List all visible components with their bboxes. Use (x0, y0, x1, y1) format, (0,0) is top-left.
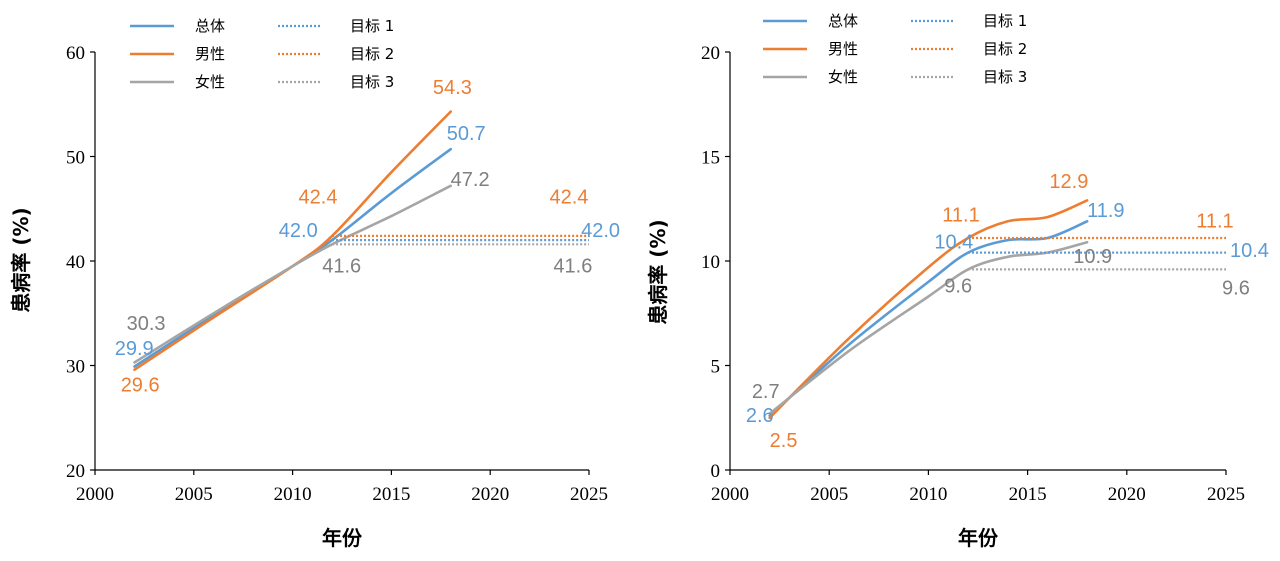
x-tick-label: 2025 (1207, 484, 1245, 505)
x-tick-label: 2005 (175, 484, 213, 505)
x-tick-label: 2010 (274, 484, 312, 505)
data-label: 29.6 (121, 375, 160, 397)
x-tick-label: 2010 (909, 484, 947, 505)
data-label: 41.6 (553, 255, 592, 277)
data-label: 47.2 (451, 169, 490, 191)
data-label: 50.7 (447, 123, 486, 145)
data-label: 11.1 (1196, 211, 1233, 233)
legend-label: 目标 1 (983, 12, 1027, 30)
data-label: 11.9 (1087, 200, 1124, 222)
y-tick-label: 15 (701, 148, 720, 169)
data-label: 42.0 (279, 220, 318, 242)
series-line-男性 (768, 199, 1089, 420)
data-label: 42.4 (549, 187, 588, 209)
data-label: 42.0 (581, 220, 620, 242)
y-tick-label: 20 (701, 43, 720, 64)
data-label: 41.6 (322, 255, 361, 277)
data-label: 2.7 (752, 381, 780, 403)
x-tick-label: 2015 (1009, 484, 1047, 505)
x-tick-label: 2005 (810, 484, 848, 505)
data-label: 10.4 (934, 231, 973, 253)
legend-label: 目标 2 (350, 45, 394, 63)
x-tick-label: 2020 (471, 484, 509, 505)
data-label: 54.3 (433, 77, 472, 99)
y-axis-title: 患病率 (%) (646, 219, 670, 324)
data-label: 11.1 (942, 204, 979, 226)
y-tick-label: 40 (66, 252, 85, 273)
y-tick-label: 10 (701, 252, 720, 273)
x-axis-title: 年份 (958, 526, 999, 550)
legend-label: 女性 (195, 73, 225, 91)
x-axis-title: 年份 (322, 526, 363, 550)
y-tick-label: 0 (711, 461, 721, 482)
x-tick-label: 2000 (76, 484, 114, 505)
chart-panel-1: 20 30 40 50 60 2000 2005 2010 2015 2020 2025 年份 患病率 … (9, 17, 620, 550)
legend-label: 男性 (195, 45, 225, 63)
data-label: 30.3 (127, 313, 166, 335)
data-label: 12.9 (1049, 171, 1088, 193)
x-tick-label: 2000 (711, 484, 749, 505)
legend-label: 男性 (828, 40, 858, 58)
y-tick-label: 20 (66, 461, 85, 482)
y-tick-label: 60 (66, 43, 85, 64)
legend-label: 总体 (828, 12, 858, 30)
x-tick-label: 2020 (1108, 484, 1146, 505)
series-line-女性 (133, 184, 452, 364)
y-tick-label: 5 (711, 357, 721, 378)
series-line-总体 (768, 220, 1089, 417)
legend-label: 目标 2 (983, 40, 1027, 58)
data-label: 10.9 (1073, 246, 1112, 268)
legend-label: 总体 (195, 17, 225, 35)
series-line-女性 (768, 240, 1089, 415)
y-tick-label: 30 (66, 357, 85, 378)
data-label: 2.5 (770, 430, 798, 452)
data-label: 2.6 (746, 405, 774, 427)
data-label: 10.4 (1230, 240, 1269, 262)
legend-label: 女性 (828, 68, 858, 86)
y-tick-label: 50 (66, 148, 85, 169)
data-label: 9.6 (1222, 277, 1250, 299)
x-tick-label: 2025 (570, 484, 608, 505)
series-line-男性 (133, 110, 452, 371)
data-label: 29.9 (115, 338, 154, 360)
legend-label: 目标 3 (350, 73, 394, 91)
legend-label: 目标 3 (983, 68, 1027, 86)
data-label: 42.4 (299, 187, 338, 209)
data-label: 9.6 (944, 275, 972, 297)
legend-label: 目标 1 (350, 17, 394, 35)
x-tick-label: 2015 (372, 484, 410, 505)
y-axis-title: 患病率 (%) (9, 207, 33, 312)
chart-panel-2: 0 5 10 15 20 2000 2005 2010 2015 2020 2025 年份 患病率 (%… (646, 12, 1269, 550)
